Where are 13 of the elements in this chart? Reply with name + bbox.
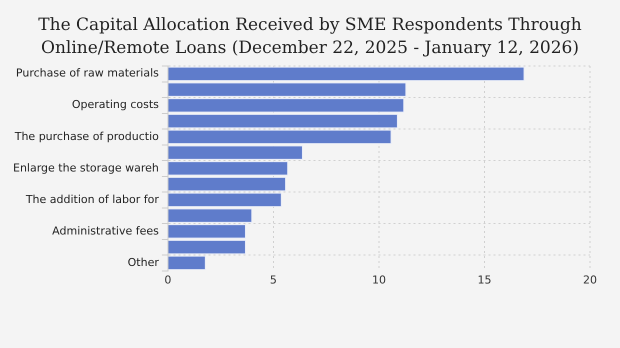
chart-title: The Capital Allocation Received by SME Respondents Through Online/Remote Loans (December 22, 2025 - January 12, 2026): [37, 14, 583, 60]
y-tick-label: The purchase of productio: [14, 130, 160, 143]
y-tick-label: Other: [128, 256, 160, 269]
y-tick-label: The addition of labor for: [24, 192, 160, 206]
y-tick-label: Administrative fees: [52, 224, 160, 238]
x-tick-label: 10: [372, 273, 386, 286]
y-tick-label: Enlarge the storage wareh: [12, 161, 159, 174]
y-tick-label: Operating costs: [72, 98, 160, 112]
x-tick-label: 15: [477, 273, 492, 286]
x-tick-label: 5: [270, 273, 277, 286]
x-tick-label: 20: [583, 273, 597, 286]
x-tick-label: 0: [164, 273, 172, 286]
y-tick-label: Purchase of raw materials: [16, 66, 160, 80]
